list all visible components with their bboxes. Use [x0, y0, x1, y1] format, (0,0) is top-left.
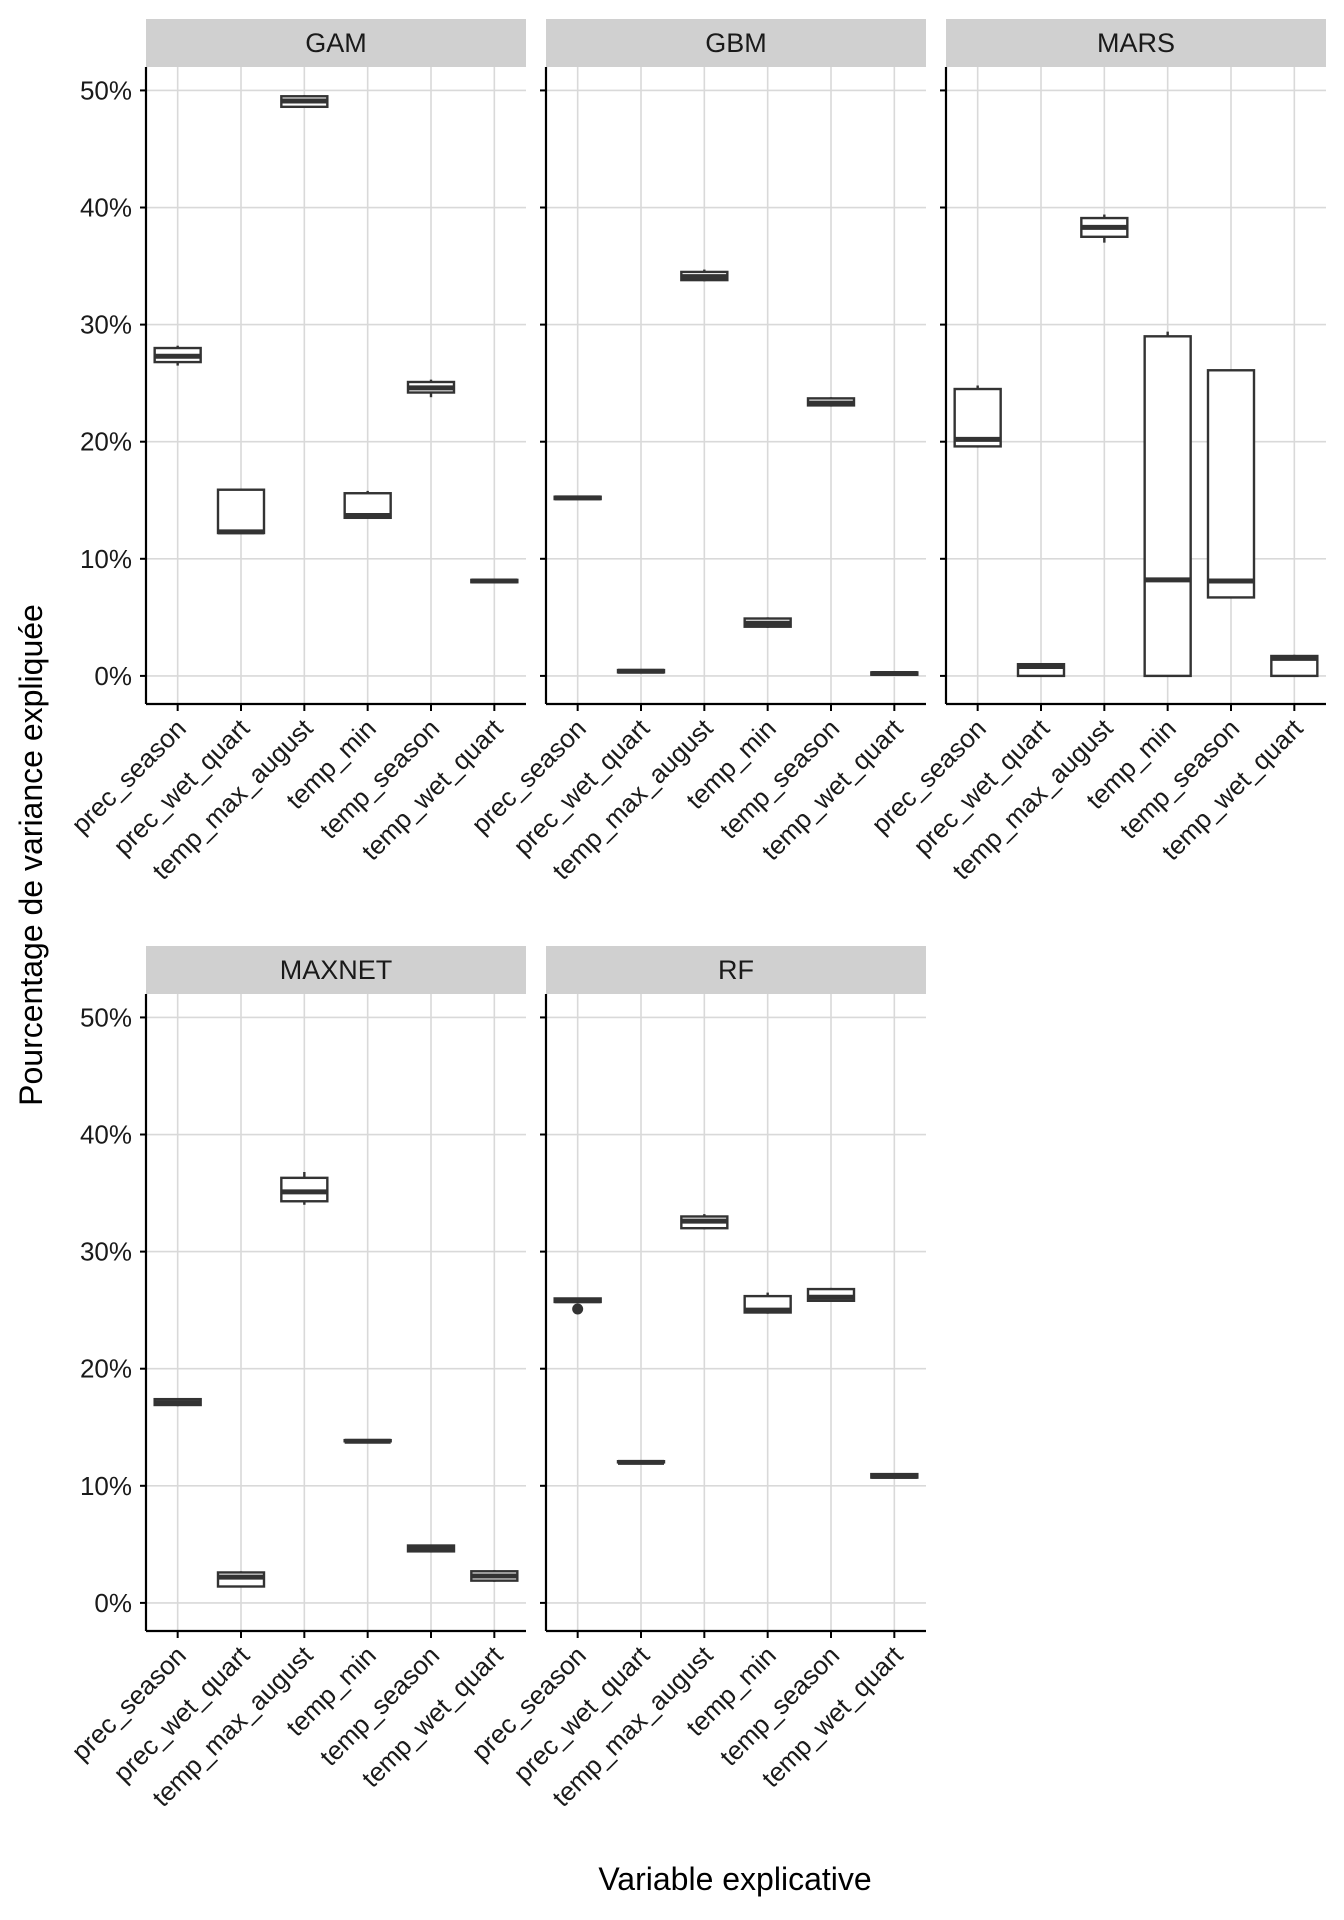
y-tick-label: 50%: [80, 1002, 132, 1032]
boxplot-gam-temp-min: [343, 490, 392, 520]
boxplot-gam-temp-wet-quart: [470, 578, 519, 584]
facet-strip-gbm: [546, 19, 926, 67]
grid-layer: [146, 67, 1326, 1631]
facet-title-maxnet: MAXNET: [280, 955, 393, 985]
boxplot-mars-temp-max-august: [1080, 214, 1129, 243]
y-axis-title: Pourcentage de variance expliquée: [13, 604, 49, 1106]
boxplot-maxnet-temp-min: [343, 1438, 392, 1444]
boxplot-gam-temp-season: [406, 379, 456, 398]
boxplot-maxnet-prec-wet-quart: [216, 1571, 266, 1588]
boxplot-maxnet-prec-season: [153, 1397, 202, 1407]
y-tick-label: 0%: [94, 1588, 132, 1618]
boxplot-rf-temp-wet-quart: [870, 1472, 919, 1479]
facet-title-gam: GAM: [305, 28, 367, 58]
boxplot-gam-temp-max-august: [280, 95, 329, 109]
y-tick-label: 20%: [80, 1354, 132, 1384]
y-tick-label: 30%: [80, 1237, 132, 1267]
boxplot-rf-temp-season: [806, 1287, 856, 1302]
facet-strip-mars: [946, 19, 1326, 67]
boxplot-gam-prec-wet-quart: [216, 488, 266, 535]
boxplot-gam-prec-season: [153, 345, 202, 366]
facet-strip-maxnet: [146, 946, 526, 994]
boxplot-mars-prec-season: [953, 385, 1002, 448]
boxplot-gbm-temp-season: [806, 397, 856, 407]
y-tick-label: 10%: [80, 1471, 132, 1501]
axes-layer: 0%10%20%30%40%50%prec_seasonprec_wet_qua…: [65, 67, 1326, 1812]
y-tick-label: 40%: [80, 1120, 132, 1150]
boxplot-mars-temp-season: [1206, 369, 1256, 599]
y-tick-label: 10%: [80, 544, 132, 574]
y-tick-label: 0%: [94, 661, 132, 691]
facet-title-gbm: GBM: [705, 28, 767, 58]
y-tick-label: 20%: [80, 427, 132, 457]
y-tick-label: 30%: [80, 310, 132, 340]
boxplot-maxnet-temp-season: [406, 1544, 456, 1553]
y-tick-label: 50%: [80, 75, 132, 105]
boxplot-gbm-temp-max-august: [680, 269, 729, 282]
boxplot-mars-temp-wet-quart: [1270, 654, 1319, 678]
facet-title-mars: MARS: [1097, 28, 1175, 58]
box-iqr: [1206, 369, 1256, 599]
box-iqr: [953, 387, 1002, 448]
boxplot-gbm-temp-min: [743, 617, 792, 628]
boxes-layer: [153, 95, 1319, 1588]
boxplot-gbm-temp-wet-quart: [870, 671, 919, 677]
box-iqr: [1143, 335, 1192, 678]
boxplot-rf-prec-wet-quart: [616, 1459, 666, 1465]
box-outlier: [572, 1303, 584, 1315]
boxplot-rf-temp-min: [743, 1292, 792, 1314]
boxplot-mars-temp-min: [1143, 331, 1192, 678]
strip-layer: GAM GBM MARS MAXNET RF: [146, 19, 1326, 994]
boxplot-mars-prec-wet-quart: [1016, 662, 1066, 678]
y-tick-label: 40%: [80, 193, 132, 223]
boxplot-gbm-prec-season: [553, 495, 602, 501]
box-iqr: [216, 488, 266, 535]
boxplot-maxnet-temp-wet-quart: [470, 1570, 519, 1582]
boxplot-gbm-prec-wet-quart: [616, 668, 666, 674]
x-axis-title: Variable explicative: [598, 1861, 871, 1897]
boxplot-maxnet-temp-max-august: [280, 1171, 329, 1205]
facet-strip-rf: [546, 946, 926, 994]
facet-strip-gam: [146, 19, 526, 67]
boxplot-rf-temp-max-august: [680, 1214, 729, 1230]
facet-title-rf: RF: [718, 955, 754, 985]
boxplot-rf-prec-season: [553, 1297, 602, 1315]
